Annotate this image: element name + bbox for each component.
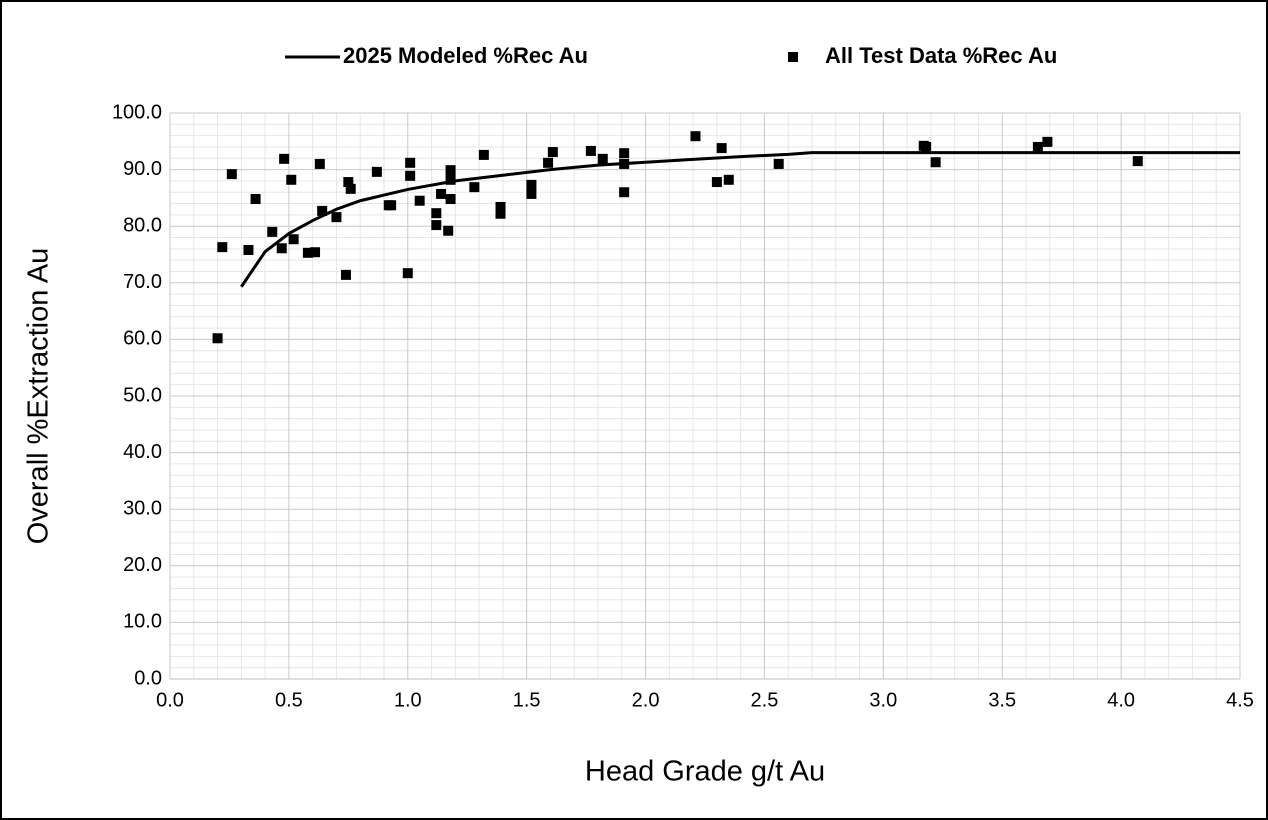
- y-tick-label: 90.0: [123, 158, 162, 180]
- legend-marker: [788, 52, 798, 62]
- data-point: [547, 147, 558, 158]
- data-point: [212, 333, 223, 344]
- data-point: [526, 188, 537, 199]
- data-point: [478, 149, 489, 160]
- legend-label: All Test Data %Rec Au: [825, 43, 1057, 68]
- x-tick-label: 0.0: [156, 689, 184, 711]
- data-point: [445, 174, 456, 185]
- data-point: [310, 247, 321, 258]
- data-point: [250, 194, 261, 205]
- data-point: [314, 158, 325, 169]
- data-point: [443, 225, 454, 236]
- data-point: [723, 174, 734, 185]
- x-axis-label: Head Grade g/t Au: [585, 756, 825, 788]
- data-point: [445, 165, 456, 176]
- x-tick-label: 1.5: [513, 689, 541, 711]
- x-tick-label: 0.5: [275, 689, 303, 711]
- data-point: [288, 234, 299, 245]
- data-point: [711, 177, 722, 188]
- data-point: [414, 195, 425, 206]
- y-tick-label: 60.0: [123, 328, 162, 350]
- data-point: [1132, 156, 1143, 167]
- model-line: [240, 151, 1240, 288]
- data-point: [243, 244, 254, 255]
- data-point: [585, 145, 596, 156]
- y-tick-label: 50.0: [123, 384, 162, 406]
- data-point: [436, 188, 447, 199]
- data-point: [405, 170, 416, 181]
- y-tick-label: 80.0: [123, 214, 162, 236]
- x-tick-label: 4.5: [1226, 689, 1254, 711]
- y-tick-label: 30.0: [123, 497, 162, 519]
- data-point: [690, 131, 701, 142]
- data-point: [543, 157, 554, 168]
- data-point: [445, 194, 456, 205]
- data-point: [431, 220, 442, 231]
- y-axis-label: Overall %Extraction Au: [23, 248, 55, 545]
- data-point: [405, 157, 416, 168]
- data-point: [619, 187, 630, 198]
- y-tick-label: 0.0: [134, 667, 162, 689]
- data-point: [217, 242, 228, 253]
- data-point: [930, 157, 941, 168]
- data-point: [716, 143, 727, 154]
- y-tick-label: 40.0: [123, 441, 162, 463]
- x-tick-label: 2.5: [751, 689, 779, 711]
- data-point: [279, 153, 290, 164]
- data-point: [317, 205, 328, 216]
- legend-label: 2025 Modeled %Rec Au: [343, 43, 588, 68]
- data-point: [921, 141, 932, 152]
- x-tick-label: 2.0: [632, 689, 660, 711]
- data-point: [343, 177, 354, 188]
- data-point: [619, 158, 630, 169]
- data-point: [276, 243, 287, 254]
- data-point: [226, 169, 237, 180]
- data-point: [431, 208, 442, 219]
- data-point: [286, 174, 297, 185]
- y-tick-label: 100.0: [112, 101, 162, 123]
- data-point: [495, 208, 506, 219]
- marks: [212, 131, 1240, 344]
- data-point: [526, 179, 537, 190]
- x-tick-label: 3.5: [988, 689, 1016, 711]
- x-tick-label: 4.0: [1107, 689, 1135, 711]
- data-point: [386, 200, 397, 211]
- data-point: [495, 201, 506, 212]
- data-point: [1042, 136, 1053, 147]
- data-point: [469, 182, 480, 193]
- data-point: [302, 247, 313, 258]
- x-tick-label: 3.0: [869, 689, 897, 711]
- data-point: [331, 212, 342, 223]
- data-point: [619, 148, 630, 159]
- data-point: [267, 226, 278, 237]
- data-point: [1032, 141, 1043, 152]
- y-tick-label: 70.0: [123, 271, 162, 293]
- y-tick-label: 10.0: [123, 611, 162, 633]
- data-point: [402, 268, 413, 279]
- data-point: [597, 153, 608, 164]
- x-tick-label: 1.0: [394, 689, 422, 711]
- data-point: [773, 158, 784, 169]
- data-point: [371, 166, 382, 177]
- data-point: [340, 269, 351, 280]
- y-tick-label: 20.0: [123, 554, 162, 576]
- data-point: [345, 183, 356, 194]
